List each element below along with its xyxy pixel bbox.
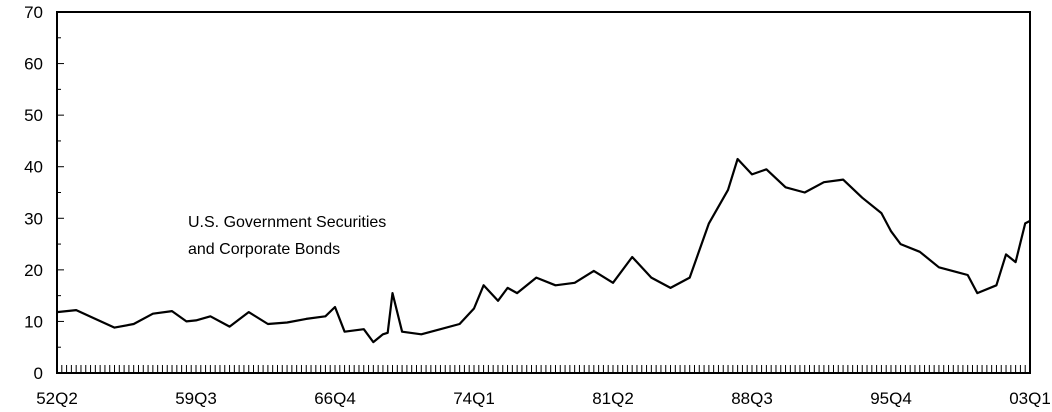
x-tick-label: 52Q2 — [36, 389, 78, 408]
x-tick-label: 88Q3 — [731, 389, 773, 408]
y-tick-label: 10 — [24, 312, 43, 331]
x-axis — [56, 365, 1031, 373]
y-axis: 0 10 20 30 40 50 60 70 — [24, 3, 64, 383]
y-tick-label: 20 — [24, 261, 43, 280]
y-tick-label: 60 — [24, 55, 43, 74]
x-tick-label: 03Q1 — [1009, 389, 1051, 408]
annotation-line-1: U.S. Government Securities — [188, 214, 386, 231]
x-tick-labels: 52Q2 59Q3 66Q4 74Q1 81Q2 88Q3 95Q4 03Q1 — [36, 389, 1051, 408]
series-line — [56, 157, 1031, 344]
y-tick-label: 50 — [24, 106, 43, 125]
x-tick-label: 95Q4 — [870, 389, 912, 408]
annotation-line-2: and Corporate Bonds — [188, 241, 340, 258]
y-tick-label: 40 — [24, 158, 43, 177]
y-tick-label: 0 — [34, 364, 43, 383]
x-tick-label: 81Q2 — [592, 389, 634, 408]
y-tick-label: 30 — [24, 209, 43, 228]
x-tick-label: 66Q4 — [314, 389, 356, 408]
x-tick-label: 74Q1 — [453, 389, 495, 408]
x-tick-label: 59Q3 — [175, 389, 217, 408]
y-tick-label: 70 — [24, 3, 43, 22]
